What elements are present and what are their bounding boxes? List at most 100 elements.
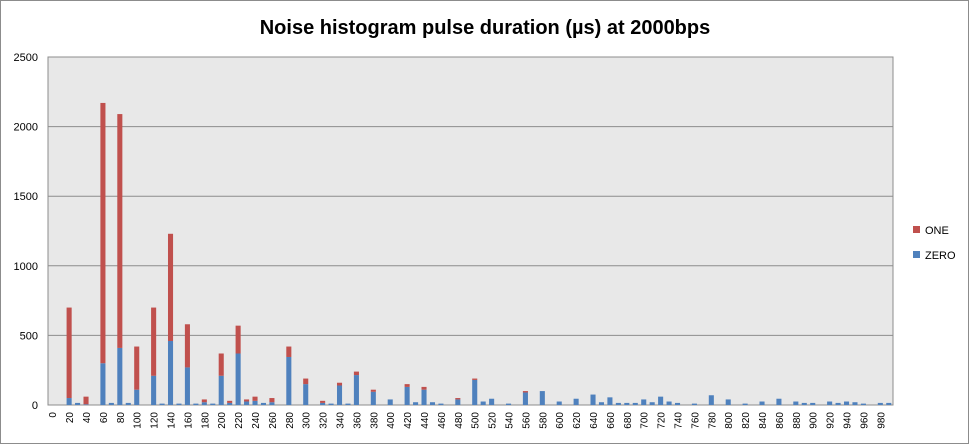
bar-segment bbox=[421, 389, 427, 405]
x-tick-label: 440 bbox=[420, 412, 431, 429]
plot-area bbox=[47, 56, 894, 406]
bar-segment bbox=[235, 325, 241, 354]
x-tick-label: 600 bbox=[555, 412, 566, 429]
bar-segment bbox=[201, 402, 207, 405]
bar-segment bbox=[125, 402, 131, 405]
bar-segment bbox=[303, 384, 309, 405]
bar-segment bbox=[269, 398, 275, 403]
bar-segment bbox=[353, 371, 359, 376]
legend-swatch bbox=[913, 251, 920, 258]
bar-segment bbox=[328, 403, 334, 405]
bar-segment bbox=[260, 402, 267, 405]
x-tick-label: 300 bbox=[302, 412, 313, 429]
x-tick-label: 480 bbox=[454, 412, 465, 429]
x-tick-label: 820 bbox=[741, 412, 752, 429]
bar-segment bbox=[413, 402, 419, 405]
bar-segment bbox=[674, 402, 681, 405]
bar-segment bbox=[134, 389, 140, 405]
bar-segment bbox=[539, 391, 545, 405]
x-tick-label: 560 bbox=[521, 412, 532, 429]
bar-segment bbox=[201, 399, 207, 403]
bar-segment bbox=[827, 401, 833, 405]
bar-segment bbox=[227, 400, 233, 403]
bar-segment bbox=[522, 392, 528, 405]
bar-segment bbox=[151, 307, 157, 376]
y-tick-label: 1000 bbox=[14, 261, 38, 273]
bar-segment bbox=[75, 402, 81, 405]
bar-segment bbox=[759, 401, 765, 405]
bar-segment bbox=[404, 386, 410, 405]
bar-segment bbox=[725, 399, 731, 405]
bar-segment bbox=[852, 402, 858, 405]
x-tick-label: 60 bbox=[99, 412, 110, 424]
bar-segment bbox=[370, 389, 376, 392]
bar-segment bbox=[176, 403, 182, 405]
x-tick-label: 900 bbox=[809, 412, 820, 429]
bar-segment bbox=[615, 402, 621, 405]
bar-segment bbox=[598, 402, 605, 405]
bar-segment bbox=[438, 403, 444, 405]
bar-segment bbox=[184, 324, 190, 368]
bar-segment bbox=[252, 396, 258, 401]
bar-segment bbox=[210, 403, 216, 405]
x-tick-label: 580 bbox=[538, 412, 549, 429]
bar-segment bbox=[218, 353, 224, 376]
x-tick-label: 400 bbox=[386, 412, 397, 429]
bar-segment bbox=[336, 385, 343, 405]
y-tick-label: 1500 bbox=[14, 191, 38, 203]
chart-title: Noise histogram pulse duration (µs) at 2… bbox=[260, 17, 711, 39]
bar-segment bbox=[66, 307, 72, 399]
bar-segment bbox=[184, 367, 190, 405]
x-tick-label: 20 bbox=[65, 412, 76, 424]
x-tick-label: 800 bbox=[724, 412, 735, 429]
bar-segment bbox=[810, 402, 816, 405]
bar-segment bbox=[708, 395, 714, 405]
x-tick-label: 80 bbox=[116, 412, 127, 424]
x-tick-label: 700 bbox=[640, 412, 651, 429]
bar-segment bbox=[641, 399, 647, 405]
bar-segment bbox=[218, 375, 224, 405]
bar-segment bbox=[286, 346, 292, 357]
x-tick-label: 880 bbox=[792, 412, 803, 429]
bar-segment bbox=[801, 402, 807, 405]
x-tick-label: 320 bbox=[319, 412, 330, 429]
bar-segment bbox=[886, 402, 892, 405]
bar-segment bbox=[877, 402, 883, 405]
bar-segment bbox=[117, 114, 123, 348]
y-tick-label: 2000 bbox=[14, 122, 38, 134]
bar-segment bbox=[624, 402, 630, 405]
bar-segment bbox=[776, 398, 782, 405]
x-tick-label: 100 bbox=[133, 412, 144, 429]
x-tick-label: 540 bbox=[505, 412, 516, 429]
bar-segment bbox=[590, 394, 596, 405]
bar-segment bbox=[843, 401, 850, 405]
x-tick-label: 340 bbox=[336, 412, 347, 429]
bar-segment bbox=[666, 401, 672, 405]
bar-segment bbox=[658, 396, 664, 405]
bar-segment bbox=[320, 402, 326, 405]
bar-segment bbox=[607, 397, 613, 405]
bar-segment bbox=[404, 384, 410, 387]
y-tick-label: 0 bbox=[32, 400, 38, 412]
bar-segment bbox=[455, 398, 461, 400]
bar-segment bbox=[573, 398, 579, 405]
bar-segment bbox=[117, 347, 123, 405]
bar-segment bbox=[134, 346, 140, 390]
x-tick-label: 240 bbox=[251, 412, 262, 429]
x-tick-label: 280 bbox=[285, 412, 296, 429]
x-tick-label: 840 bbox=[758, 412, 769, 429]
bar-segment bbox=[429, 402, 436, 405]
x-tick-label: 680 bbox=[623, 412, 634, 429]
y-tick-label: 500 bbox=[20, 330, 38, 342]
x-tick-label: 0 bbox=[48, 412, 59, 418]
x-tick-label: 420 bbox=[403, 412, 414, 429]
x-tick-label: 720 bbox=[657, 412, 668, 429]
bar-segment bbox=[860, 403, 866, 405]
bar-segment bbox=[269, 402, 275, 405]
x-tick-label: 980 bbox=[876, 412, 887, 429]
bar-segment bbox=[742, 403, 748, 405]
bar-segment bbox=[252, 400, 258, 405]
bar-segment bbox=[151, 375, 157, 405]
x-tick-label: 200 bbox=[217, 412, 228, 429]
